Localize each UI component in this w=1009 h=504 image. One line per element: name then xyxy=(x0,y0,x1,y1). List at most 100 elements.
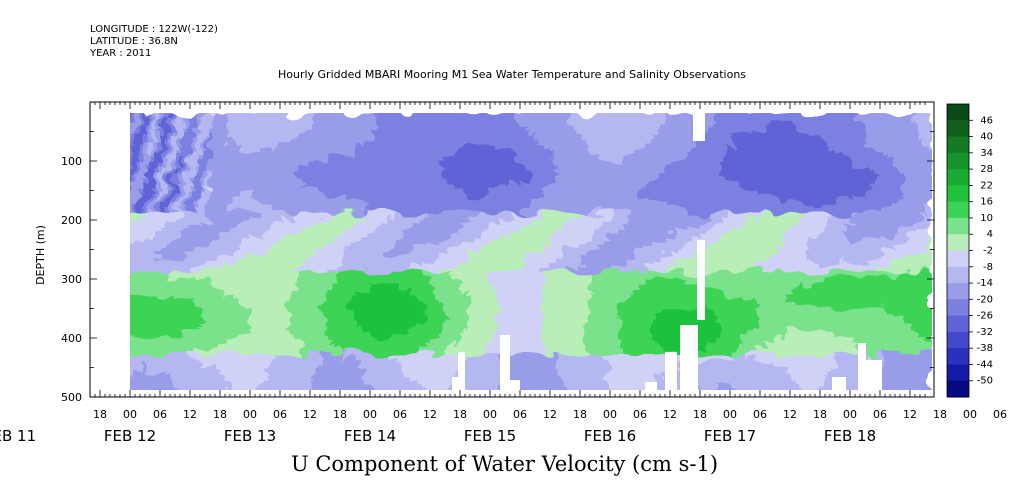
heatmap-cell xyxy=(463,136,468,144)
heatmap-cell xyxy=(375,136,380,144)
heatmap-cell xyxy=(147,283,152,291)
heatmap-cell xyxy=(527,113,532,120)
heatmap-cell xyxy=(287,354,292,362)
heatmap-cell xyxy=(523,171,528,179)
heatmap-cell xyxy=(239,378,244,386)
heatmap-cell xyxy=(187,384,192,390)
heatmap-cell xyxy=(459,266,464,273)
heatmap-cell xyxy=(251,165,256,173)
heatmap-cell xyxy=(235,113,240,120)
heatmap-cell xyxy=(335,330,340,338)
heatmap-cell xyxy=(507,248,512,256)
heatmap-cell xyxy=(523,354,528,362)
heatmap-cell xyxy=(283,165,288,173)
heatmap-cell xyxy=(271,218,276,226)
heatmap-cell xyxy=(459,295,464,303)
heatmap-cell xyxy=(311,212,316,220)
heatmap-cell xyxy=(459,113,464,120)
heatmap-cell xyxy=(399,142,404,150)
heatmap-cell xyxy=(371,183,376,191)
heatmap-cell xyxy=(219,336,224,344)
heatmap-cell xyxy=(399,171,404,179)
heatmap-cell xyxy=(279,230,284,238)
heatmap-cell xyxy=(179,212,184,220)
heatmap-cell xyxy=(291,159,296,167)
heatmap-cell xyxy=(155,148,160,155)
heatmap-cell xyxy=(223,366,228,374)
heatmap-cell xyxy=(167,307,172,315)
heatmap-cell xyxy=(339,372,344,380)
heatmap-cell xyxy=(495,354,500,362)
heatmap-cell xyxy=(175,153,180,161)
heatmap-cell xyxy=(223,319,228,327)
heatmap-cell xyxy=(187,113,192,120)
heatmap-cell xyxy=(467,118,472,126)
heatmap-cell xyxy=(511,212,516,220)
heatmap-cell xyxy=(263,378,268,386)
heatmap-cell xyxy=(179,384,184,390)
heatmap-cell xyxy=(191,271,196,279)
heatmap-cell xyxy=(195,113,200,120)
heatmap-cell xyxy=(259,372,264,380)
heatmap-cell xyxy=(243,230,248,238)
heatmap-cell xyxy=(151,183,156,191)
heatmap-cell xyxy=(447,301,452,309)
heatmap-cell xyxy=(383,165,388,173)
heatmap-cell xyxy=(291,348,296,356)
heatmap-cell xyxy=(255,295,260,303)
heatmap-cell xyxy=(171,319,176,327)
heatmap-cell xyxy=(227,366,232,374)
heatmap-cell xyxy=(187,289,192,297)
heatmap-cell xyxy=(271,330,276,338)
heatmap-cell xyxy=(135,336,140,344)
heatmap-cell xyxy=(503,136,508,144)
heatmap-cell xyxy=(475,148,480,155)
heatmap-cell xyxy=(419,165,424,173)
heatmap-cell xyxy=(287,195,292,203)
heatmap-cell xyxy=(167,336,172,344)
heatmap-cell xyxy=(395,153,400,161)
heatmap-cell xyxy=(275,384,280,390)
heatmap-cell xyxy=(139,307,144,315)
heatmap-cell xyxy=(283,325,288,332)
longitude-label: LONGITUDE : 122W(-122) xyxy=(90,24,218,35)
heatmap-cell xyxy=(471,142,476,150)
heatmap-cell xyxy=(339,236,344,244)
heatmap-cell xyxy=(203,389,208,390)
heatmap-cell xyxy=(503,189,508,197)
heatmap-cell xyxy=(335,342,340,350)
heatmap-cell xyxy=(475,384,480,390)
heatmap-cell xyxy=(199,212,204,220)
heatmap-cell xyxy=(203,159,208,167)
heatmap-cell xyxy=(471,372,476,380)
heatmap-cell xyxy=(135,207,140,214)
heatmap-cell xyxy=(179,236,184,244)
heatmap-cell xyxy=(447,136,452,144)
heatmap-cell xyxy=(299,142,304,150)
heatmap-cell xyxy=(283,289,288,297)
heatmap-cell xyxy=(343,236,348,244)
heatmap-cell xyxy=(147,212,152,220)
heatmap-cell xyxy=(191,289,196,297)
heatmap-cell xyxy=(435,325,440,332)
heatmap-cell xyxy=(255,195,260,203)
heatmap-cell xyxy=(331,260,336,268)
heatmap-cell xyxy=(375,295,380,303)
heatmap-cell xyxy=(263,130,268,138)
heatmap-cell xyxy=(163,201,168,209)
heatmap-cell xyxy=(307,218,312,226)
heatmap-cell xyxy=(279,384,284,390)
heatmap-cell xyxy=(263,389,268,390)
heatmap-cell xyxy=(475,319,480,327)
heatmap-cell xyxy=(311,177,316,185)
heatmap-cell xyxy=(179,118,184,126)
heatmap-cell xyxy=(335,254,340,262)
heatmap-cell xyxy=(379,348,384,356)
heatmap-cell xyxy=(391,171,396,179)
heatmap-cell xyxy=(203,254,208,262)
heatmap-cell xyxy=(427,212,432,220)
heatmap-cell xyxy=(255,171,260,179)
heatmap-cell xyxy=(311,336,316,344)
heatmap-cell xyxy=(219,142,224,150)
heatmap-cell xyxy=(183,195,188,203)
